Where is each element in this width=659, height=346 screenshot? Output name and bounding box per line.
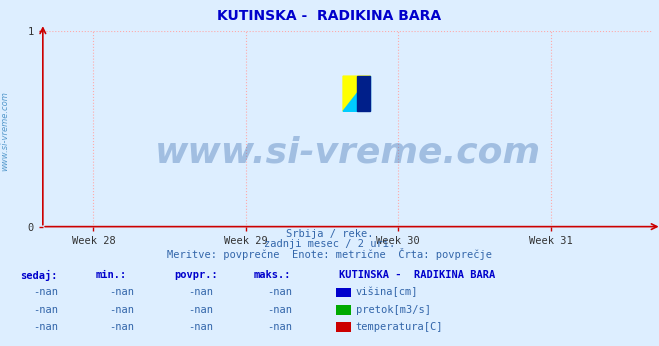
Text: povpr.:: povpr.:: [175, 270, 218, 280]
Text: Meritve: povprečne  Enote: metrične  Črta: povprečje: Meritve: povprečne Enote: metrične Črta:…: [167, 248, 492, 260]
Text: maks.:: maks.:: [254, 270, 291, 280]
Text: -nan: -nan: [188, 305, 214, 315]
Text: sedaj:: sedaj:: [20, 270, 57, 281]
Polygon shape: [357, 76, 370, 111]
Text: pretok[m3/s]: pretok[m3/s]: [356, 305, 431, 315]
Text: min.:: min.:: [96, 270, 127, 280]
Text: -nan: -nan: [268, 305, 293, 315]
Text: -nan: -nan: [109, 322, 134, 332]
Text: www.si-vreme.com: www.si-vreme.com: [155, 135, 540, 169]
Text: -nan: -nan: [34, 305, 59, 315]
Text: KUTINSKA -  RADIKINA BARA: KUTINSKA - RADIKINA BARA: [217, 9, 442, 22]
Text: -nan: -nan: [268, 322, 293, 332]
Text: -nan: -nan: [188, 322, 214, 332]
Text: višina[cm]: višina[cm]: [356, 287, 418, 298]
Text: -nan: -nan: [34, 322, 59, 332]
Text: -nan: -nan: [109, 288, 134, 297]
Polygon shape: [343, 76, 370, 111]
Text: -nan: -nan: [34, 288, 59, 297]
Text: -nan: -nan: [188, 288, 214, 297]
Text: KUTINSKA -  RADIKINA BARA: KUTINSKA - RADIKINA BARA: [339, 270, 496, 280]
Text: Srbija / reke.: Srbija / reke.: [286, 229, 373, 238]
Polygon shape: [343, 76, 370, 111]
Text: -nan: -nan: [268, 288, 293, 297]
Text: zadnji mesec / 2 uri.: zadnji mesec / 2 uri.: [264, 239, 395, 249]
Text: -nan: -nan: [109, 305, 134, 315]
Text: temperatura[C]: temperatura[C]: [356, 322, 444, 332]
Text: www.si-vreme.com: www.si-vreme.com: [1, 92, 10, 171]
